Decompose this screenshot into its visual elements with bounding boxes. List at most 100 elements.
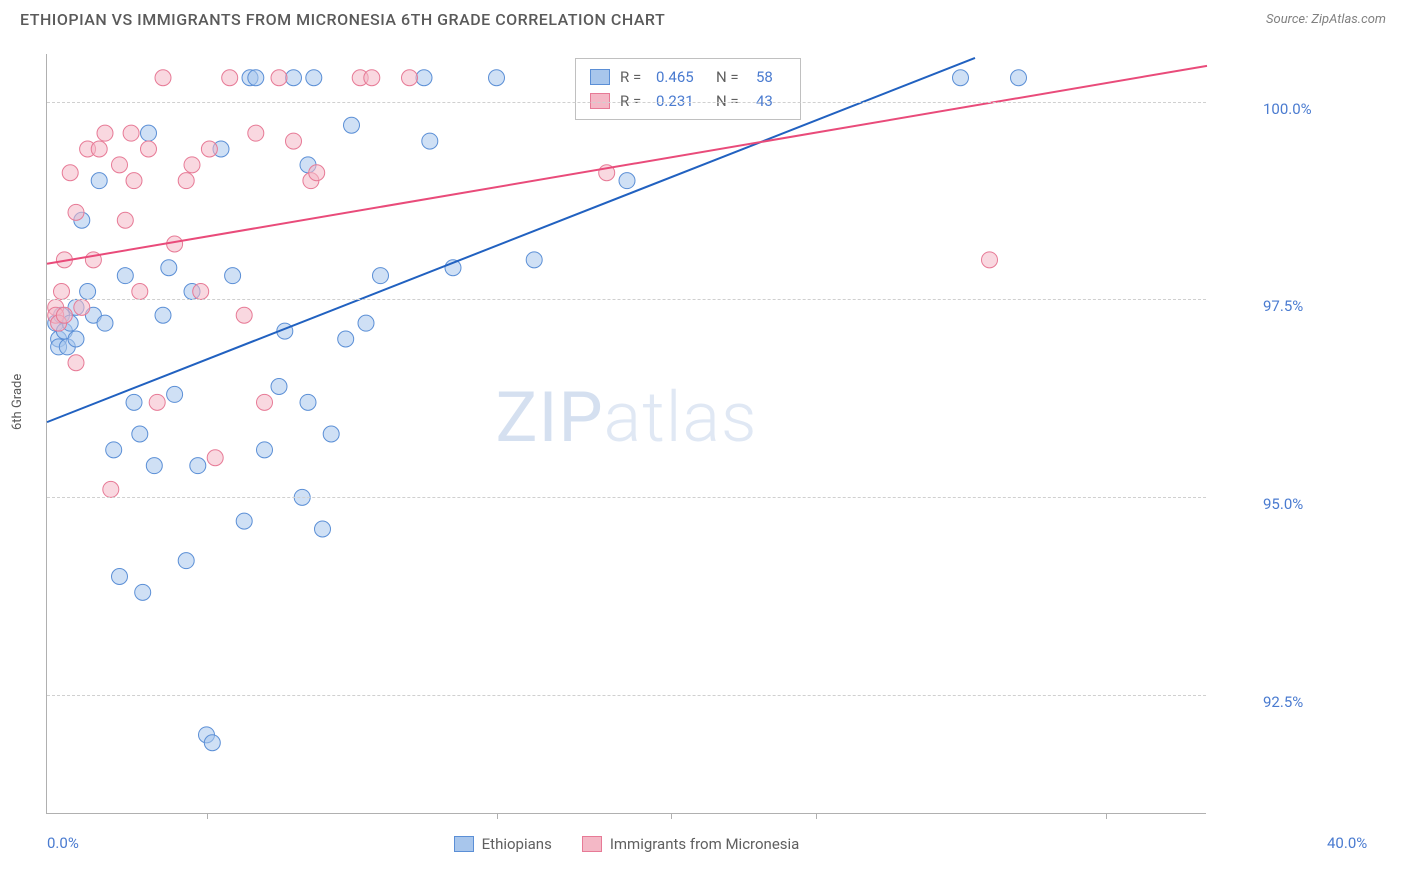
data-point xyxy=(141,141,157,157)
data-point xyxy=(74,299,90,315)
legend-label-micronesia: Immigrants from Micronesia xyxy=(610,835,800,853)
y-tick-label: 100.0% xyxy=(1263,100,1312,118)
data-point xyxy=(315,521,331,537)
chart-plot-area: ZIPatlas R = 0.465 N = 58 R = 0.231 N = … xyxy=(46,54,1206,814)
data-point xyxy=(106,442,122,458)
data-point xyxy=(167,386,183,402)
data-point xyxy=(619,173,635,189)
x-tick xyxy=(207,813,208,819)
data-point xyxy=(236,513,252,529)
data-point xyxy=(323,426,339,442)
data-point xyxy=(300,394,316,410)
data-point xyxy=(68,204,84,220)
data-point xyxy=(257,442,273,458)
data-point xyxy=(193,284,209,300)
data-point xyxy=(178,553,194,569)
x-tick-label: 40.0% xyxy=(1327,834,1367,852)
data-point xyxy=(117,212,133,228)
data-point xyxy=(146,458,162,474)
data-point xyxy=(56,307,72,323)
data-point xyxy=(306,70,322,86)
legend-item-ethiopians: Ethiopians xyxy=(454,835,552,853)
y-axis-label: 6th Grade xyxy=(10,374,25,430)
data-point xyxy=(135,584,151,600)
data-point xyxy=(132,426,148,442)
data-point xyxy=(344,117,360,133)
x-tick xyxy=(671,813,672,819)
x-tick xyxy=(816,813,817,819)
data-point xyxy=(155,307,171,323)
data-point xyxy=(68,331,84,347)
data-point xyxy=(62,165,78,181)
data-point xyxy=(201,141,217,157)
data-point xyxy=(126,394,142,410)
data-point xyxy=(286,70,302,86)
data-point xyxy=(257,394,273,410)
data-point xyxy=(112,569,128,585)
data-point xyxy=(422,133,438,149)
legend-label-ethiopians: Ethiopians xyxy=(482,835,552,853)
data-point xyxy=(68,355,84,371)
data-point xyxy=(207,450,223,466)
x-tick-label: 0.0% xyxy=(47,834,79,852)
chart-title: ETHIOPIAN VS IMMIGRANTS FROM MICRONESIA … xyxy=(20,10,665,29)
gridline xyxy=(47,695,1206,696)
y-tick-label: 95.0% xyxy=(1263,495,1303,513)
data-point xyxy=(126,173,142,189)
data-point xyxy=(1011,70,1027,86)
data-point xyxy=(358,315,374,331)
data-point xyxy=(184,157,200,173)
data-point xyxy=(132,284,148,300)
data-point xyxy=(338,331,354,347)
x-tick xyxy=(497,813,498,819)
y-tick-label: 92.5% xyxy=(1263,693,1303,711)
legend-item-micronesia: Immigrants from Micronesia xyxy=(582,835,800,853)
data-point xyxy=(54,284,70,300)
data-point xyxy=(97,125,113,141)
data-point xyxy=(161,260,177,276)
gridline xyxy=(47,299,1206,300)
series-legend: Ethiopians Immigrants from Micronesia xyxy=(47,835,1206,853)
data-point xyxy=(416,70,432,86)
data-point xyxy=(91,173,107,189)
data-point xyxy=(91,141,107,157)
swatch-micronesia xyxy=(582,836,602,852)
data-point xyxy=(402,70,418,86)
data-point xyxy=(149,394,165,410)
data-point xyxy=(286,133,302,149)
data-point xyxy=(141,125,157,141)
data-point xyxy=(364,70,380,86)
data-point xyxy=(225,268,241,284)
data-point xyxy=(248,70,264,86)
data-point xyxy=(373,268,389,284)
data-point xyxy=(178,173,194,189)
legend-row-series-0: R = 0.465 N = 58 xyxy=(590,65,786,89)
data-point xyxy=(248,125,264,141)
source-label: Source: ZipAtlas.com xyxy=(1266,12,1386,27)
data-point xyxy=(112,157,128,173)
data-point xyxy=(222,70,238,86)
data-point xyxy=(271,379,287,395)
data-point xyxy=(236,307,252,323)
data-point xyxy=(526,252,542,268)
data-point xyxy=(204,735,220,751)
gridline xyxy=(47,102,1206,103)
data-point xyxy=(167,236,183,252)
data-point xyxy=(155,70,171,86)
y-tick-label: 97.5% xyxy=(1263,297,1303,315)
data-point xyxy=(123,125,139,141)
data-point xyxy=(190,458,206,474)
data-point xyxy=(97,315,113,331)
data-point xyxy=(271,70,287,86)
gridline xyxy=(47,497,1206,498)
data-point xyxy=(117,268,133,284)
swatch-series-0 xyxy=(590,69,610,85)
data-point xyxy=(489,70,505,86)
data-point xyxy=(953,70,969,86)
correlation-legend: R = 0.465 N = 58 R = 0.231 N = 43 xyxy=(575,58,801,120)
data-point xyxy=(309,165,325,181)
scatter-plot-svg xyxy=(47,54,1206,813)
data-point xyxy=(982,252,998,268)
swatch-ethiopians xyxy=(454,836,474,852)
data-point xyxy=(103,481,119,497)
